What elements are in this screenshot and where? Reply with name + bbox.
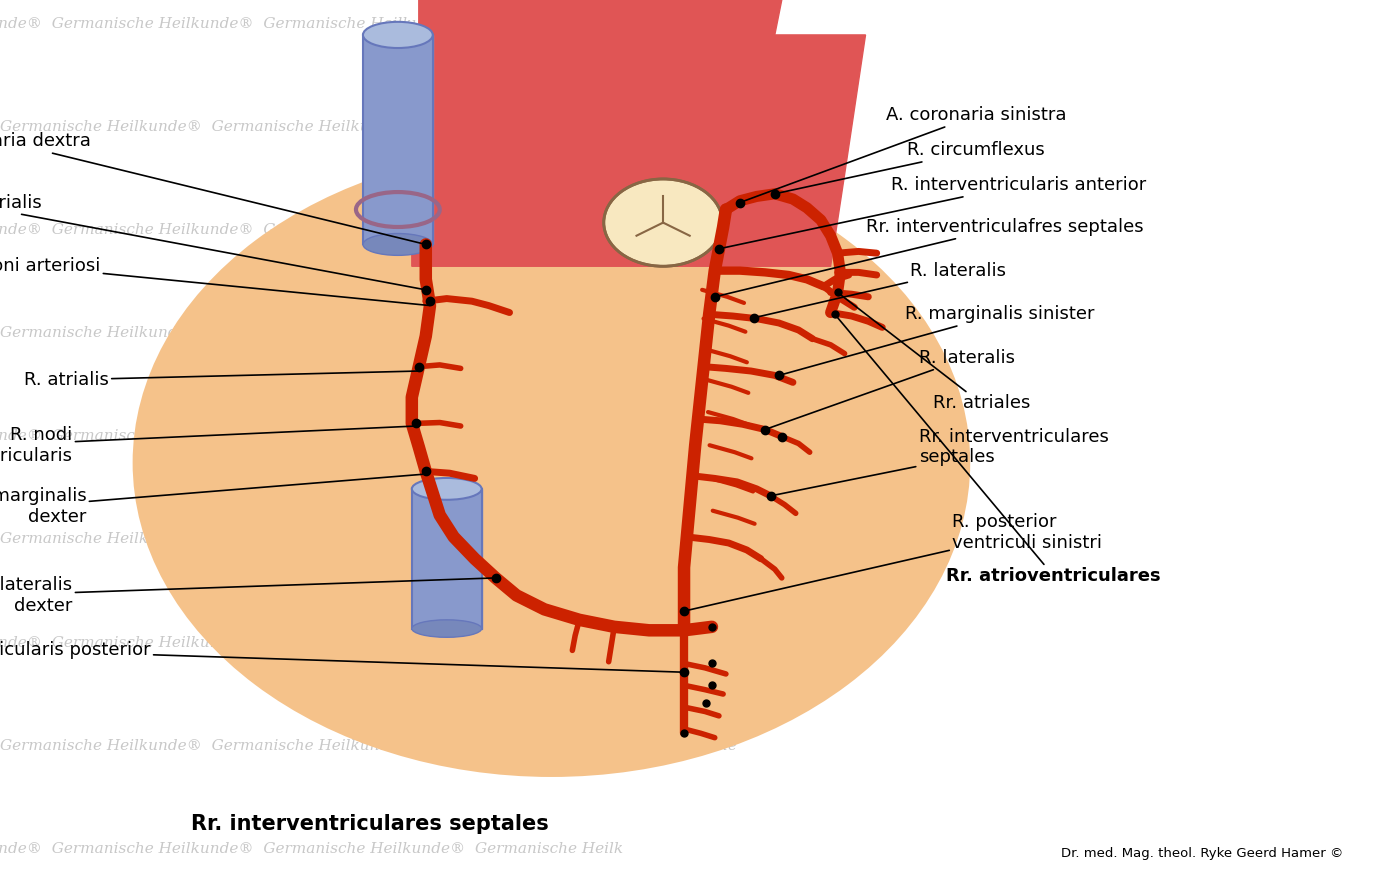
Text: R. posterolateralis
dexter: R. posterolateralis dexter: [0, 576, 496, 615]
Text: Rr. atriales: Rr. atriales: [838, 292, 1030, 412]
Ellipse shape: [412, 620, 482, 637]
Text: A. coronaria dextra: A. coronaria dextra: [0, 133, 426, 244]
Text: ische Heilkunde®  Germanische Heilkunde®  Germanische Heilkunde®  Germanische He: ische Heilkunde® Germanische Heilkunde® …: [0, 842, 624, 856]
Text: R. coni arteriosi: R. coni arteriosi: [0, 258, 430, 306]
Polygon shape: [412, 489, 482, 629]
Text: R. atrialis: R. atrialis: [24, 371, 419, 388]
Text: Dr. med. Mag. theol. Ryke Geerd Hamer ©: Dr. med. Mag. theol. Ryke Geerd Hamer ©: [1061, 847, 1343, 860]
Ellipse shape: [133, 148, 970, 777]
Polygon shape: [363, 35, 433, 244]
Text: Rr. atrioventriculares: Rr. atrioventriculares: [835, 314, 1161, 585]
Text: R. nodi
atrioventricularis: R. nodi atrioventricularis: [0, 426, 416, 464]
Text: R. nodi sinuatrialis: R. nodi sinuatrialis: [0, 194, 426, 290]
Ellipse shape: [363, 233, 433, 256]
Text: ische Heilkunde®  Germanische Heilkunde®  Germanische Heilkunde®  Germanische He: ische Heilkunde® Germanische Heilkunde® …: [0, 223, 624, 237]
Ellipse shape: [363, 22, 433, 48]
Ellipse shape: [412, 478, 482, 499]
Text: Rr. interventriculares septales: Rr. interventriculares septales: [191, 814, 549, 834]
Text: R. marginalis sinister: R. marginalis sinister: [779, 306, 1094, 375]
Text: R. circumflexus: R. circumflexus: [775, 141, 1046, 194]
Ellipse shape: [603, 179, 723, 266]
Text: Rr. interventriculares
septales: Rr. interventriculares septales: [771, 428, 1108, 496]
Polygon shape: [412, 489, 482, 629]
Text: R. posterior
ventriculi sinistri: R. posterior ventriculi sinistri: [684, 513, 1101, 611]
Text: R. lateralis: R. lateralis: [765, 349, 1015, 430]
Text: R. marginalis
dexter: R. marginalis dexter: [0, 474, 426, 526]
Text: Rr. interventriculafres septales: Rr. interventriculafres septales: [715, 218, 1143, 297]
Text: Germanische Heilkunde®  Germanische Heilkunde®  Germanische Heilkunde®  Germanis: Germanische Heilkunde® Germanische Heilk…: [0, 120, 737, 134]
Text: Germanische Heilkunde®  Germanische Heilkunde®  Germanische Heilkunde®  Germanis: Germanische Heilkunde® Germanische Heilk…: [0, 533, 737, 546]
Text: Germanische Heilkunde®  Germanische Heilkunde®  Germanische Heilkunde®  Germanis: Germanische Heilkunde® Germanische Heilk…: [0, 327, 737, 340]
Text: ische Heilkunde®  Germanische Heilkunde®  Germanische Heilkunde®  Germanische He: ische Heilkunde® Germanische Heilkunde® …: [0, 430, 624, 443]
Text: R. interventricularis anterior: R. interventricularis anterior: [719, 176, 1146, 249]
Text: R. lateralis: R. lateralis: [754, 262, 1007, 318]
Text: A. coronaria sinistra: A. coronaria sinistra: [740, 107, 1067, 203]
Text: ische Heilkunde®  Germanische Heilkunde®  Germanische Heilkunde®  Germanische He: ische Heilkunde® Germanische Heilkunde® …: [0, 636, 624, 650]
Polygon shape: [412, 0, 782, 266]
Polygon shape: [363, 35, 433, 244]
Text: Germanische Heilkunde®  Germanische Heilkunde®  Germanische Heilkunde®  Germanis: Germanische Heilkunde® Germanische Heilk…: [0, 739, 737, 753]
Text: R. interventricularis posterior: R. interventricularis posterior: [0, 642, 684, 672]
Polygon shape: [761, 35, 866, 266]
Text: ische Heilkunde®  Germanische Heilkunde®  Germanische Heilkunde®  Germanische He: ische Heilkunde® Germanische Heilkunde® …: [0, 17, 624, 31]
